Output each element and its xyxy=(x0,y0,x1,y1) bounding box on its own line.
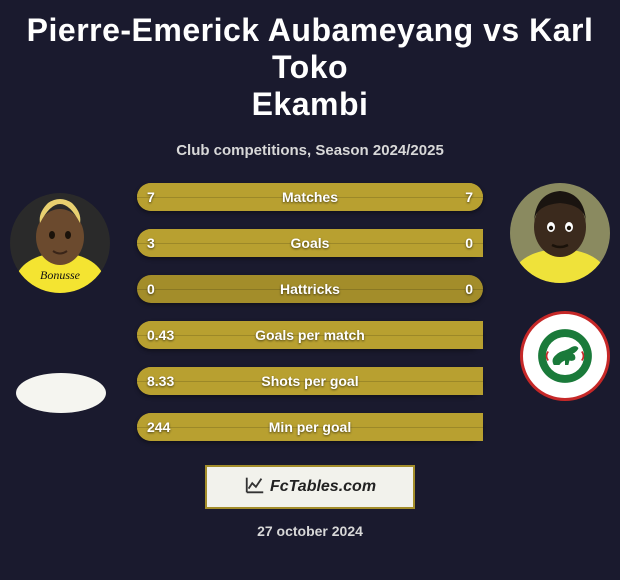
stat-label: Matches xyxy=(137,189,483,205)
stat-row: 8.33Shots per goal xyxy=(137,367,483,395)
comparison-subtitle: Club competitions, Season 2024/2025 xyxy=(0,142,620,159)
stat-row: 0.43Goals per match xyxy=(137,321,483,349)
stat-row: 77Matches xyxy=(137,183,483,211)
stat-label: Min per goal xyxy=(137,419,483,435)
stat-label: Hattricks xyxy=(137,281,483,297)
chart-icon xyxy=(244,474,266,501)
brand-text: FcTables.com xyxy=(270,478,376,496)
stat-row: 00Hattricks xyxy=(137,275,483,303)
club-left-badge xyxy=(16,373,106,413)
stat-row: 30Goals xyxy=(137,229,483,257)
stat-label: Shots per goal xyxy=(137,373,483,389)
stats-list: 77Matches 30Goals 00Hattricks 0.43Goals per… xyxy=(137,183,483,441)
comparison-content: Bonusse xyxy=(0,183,620,441)
player-right-avatar xyxy=(510,183,610,283)
title-line-1: Pierre-Emerick Aubameyang vs Karl Toko xyxy=(27,12,594,85)
stat-label: Goals xyxy=(137,235,483,251)
club-right-badge xyxy=(520,311,610,401)
stat-row: 244Min per goal xyxy=(137,413,483,441)
stat-label: Goals per match xyxy=(137,327,483,343)
svg-text:Bonusse: Bonusse xyxy=(40,268,81,282)
brand-attribution[interactable]: FcTables.com xyxy=(205,465,415,509)
player-left-avatar: Bonusse xyxy=(10,193,110,293)
title-line-2: Ekambi xyxy=(252,86,369,122)
comparison-date: 27 october 2024 xyxy=(0,523,620,539)
comparison-title: Pierre-Emerick Aubameyang vs Karl Toko E… xyxy=(0,0,620,130)
